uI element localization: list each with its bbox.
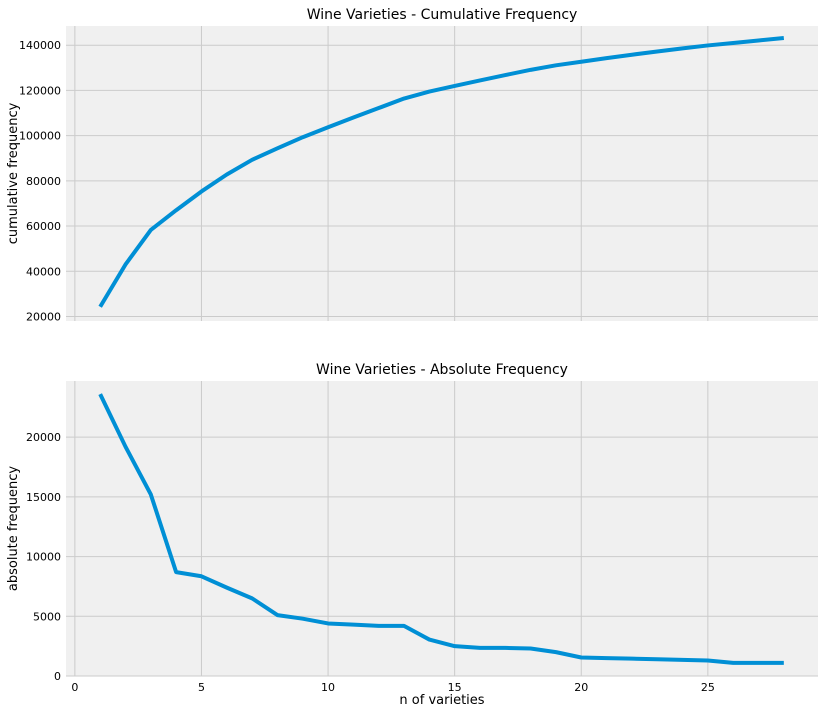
x-tick-label: 20 xyxy=(574,681,588,694)
x-tick-labels: 0 5 10 15 20 25 xyxy=(71,681,714,694)
y-tick-label: 120000 xyxy=(19,84,61,97)
y-grid xyxy=(66,436,818,677)
absolute-frequency-chart: 0 5 10 15 20 25 0 5000 10000 15000 20000 Wine Var… xyxy=(6,362,818,708)
y-tick-label: 10000 xyxy=(26,551,61,564)
plot-area xyxy=(66,381,818,676)
y-tick-labels: 0 5000 10000 15000 20000 xyxy=(26,431,61,683)
y-tick-label: 5000 xyxy=(33,610,61,623)
y-tick-label: 140000 xyxy=(19,39,61,52)
x-tick-label: 5 xyxy=(198,681,205,694)
absolute-frequency-line xyxy=(98,393,784,665)
x-tick-label: 15 xyxy=(448,681,462,694)
y-tick-label: 60000 xyxy=(26,220,61,233)
x-tick-label: 10 xyxy=(321,681,335,694)
x-grid xyxy=(74,381,709,676)
y-tick-label: 20000 xyxy=(26,310,61,323)
y-tick-label: 80000 xyxy=(26,175,61,188)
x-tick-label: 25 xyxy=(701,681,715,694)
y-tick-labels: 20000 40000 60000 80000 100000 120000 140000 xyxy=(19,39,61,323)
y-tick-label: 20000 xyxy=(26,431,61,444)
cumulative-frequency-line xyxy=(98,35,785,308)
y-tick-label: 100000 xyxy=(19,130,61,143)
chart-title: Wine Varieties - Cumulative Frequency xyxy=(307,7,578,23)
y-tick-label: 40000 xyxy=(26,265,61,278)
y-tick-label: 15000 xyxy=(26,491,61,504)
y-axis-label: cumulative frequency xyxy=(6,102,21,244)
x-grid xyxy=(74,26,709,321)
x-tick-label: 0 xyxy=(71,681,78,694)
x-axis-label: n of varieties xyxy=(399,693,484,708)
plot-area xyxy=(66,26,818,321)
y-tick-label: 0 xyxy=(54,670,61,683)
cumulative-frequency-chart: 20000 40000 60000 80000 100000 120000 140000 W… xyxy=(6,7,818,323)
chart-title: Wine Varieties - Absolute Frequency xyxy=(316,362,568,378)
y-axis-label: absolute frequency xyxy=(6,466,21,592)
